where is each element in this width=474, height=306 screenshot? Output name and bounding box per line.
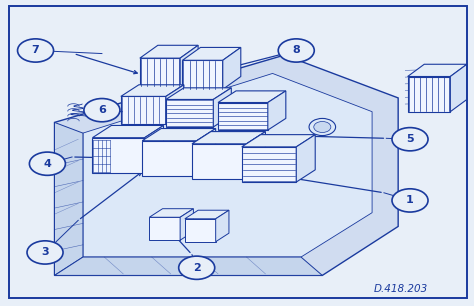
Polygon shape (246, 132, 265, 179)
Polygon shape (408, 64, 467, 76)
Circle shape (314, 121, 331, 132)
Polygon shape (268, 91, 286, 130)
Polygon shape (296, 135, 315, 182)
Polygon shape (218, 103, 268, 130)
Circle shape (84, 99, 120, 122)
Circle shape (278, 39, 314, 62)
Polygon shape (121, 85, 184, 96)
Polygon shape (450, 64, 467, 112)
Polygon shape (55, 122, 83, 275)
Polygon shape (182, 60, 223, 89)
Polygon shape (142, 129, 216, 141)
Polygon shape (149, 209, 193, 217)
Polygon shape (185, 219, 216, 242)
Text: 8: 8 (292, 46, 300, 55)
Polygon shape (408, 76, 450, 112)
Circle shape (309, 118, 336, 136)
Polygon shape (185, 210, 229, 219)
Polygon shape (149, 217, 180, 240)
Polygon shape (242, 135, 315, 147)
Polygon shape (140, 58, 180, 87)
Polygon shape (192, 144, 246, 179)
Polygon shape (197, 129, 216, 176)
Circle shape (29, 152, 65, 175)
Polygon shape (92, 125, 164, 138)
Polygon shape (55, 257, 322, 275)
Polygon shape (182, 47, 241, 60)
Text: 5: 5 (406, 134, 414, 144)
Polygon shape (92, 138, 145, 173)
Text: 6: 6 (98, 105, 106, 115)
Polygon shape (145, 125, 164, 173)
Polygon shape (213, 88, 231, 127)
Circle shape (179, 256, 215, 279)
Polygon shape (140, 45, 198, 58)
Polygon shape (166, 85, 184, 124)
Polygon shape (216, 210, 229, 242)
Polygon shape (83, 73, 372, 257)
Polygon shape (192, 132, 265, 144)
Polygon shape (121, 96, 166, 124)
Circle shape (27, 241, 63, 264)
Circle shape (392, 189, 428, 212)
Polygon shape (218, 91, 286, 103)
Polygon shape (166, 99, 213, 127)
Polygon shape (55, 55, 398, 275)
Circle shape (18, 39, 54, 62)
Polygon shape (142, 141, 197, 176)
Text: 2: 2 (193, 263, 201, 273)
Text: 4: 4 (44, 159, 51, 169)
Circle shape (392, 128, 428, 151)
Polygon shape (223, 47, 241, 89)
Polygon shape (166, 88, 231, 99)
Text: 3: 3 (41, 248, 49, 257)
Polygon shape (242, 147, 296, 182)
Text: 1: 1 (406, 196, 414, 205)
Text: D.418.203: D.418.203 (374, 284, 428, 294)
Text: 7: 7 (32, 46, 39, 55)
Polygon shape (180, 45, 198, 87)
Polygon shape (180, 209, 193, 240)
